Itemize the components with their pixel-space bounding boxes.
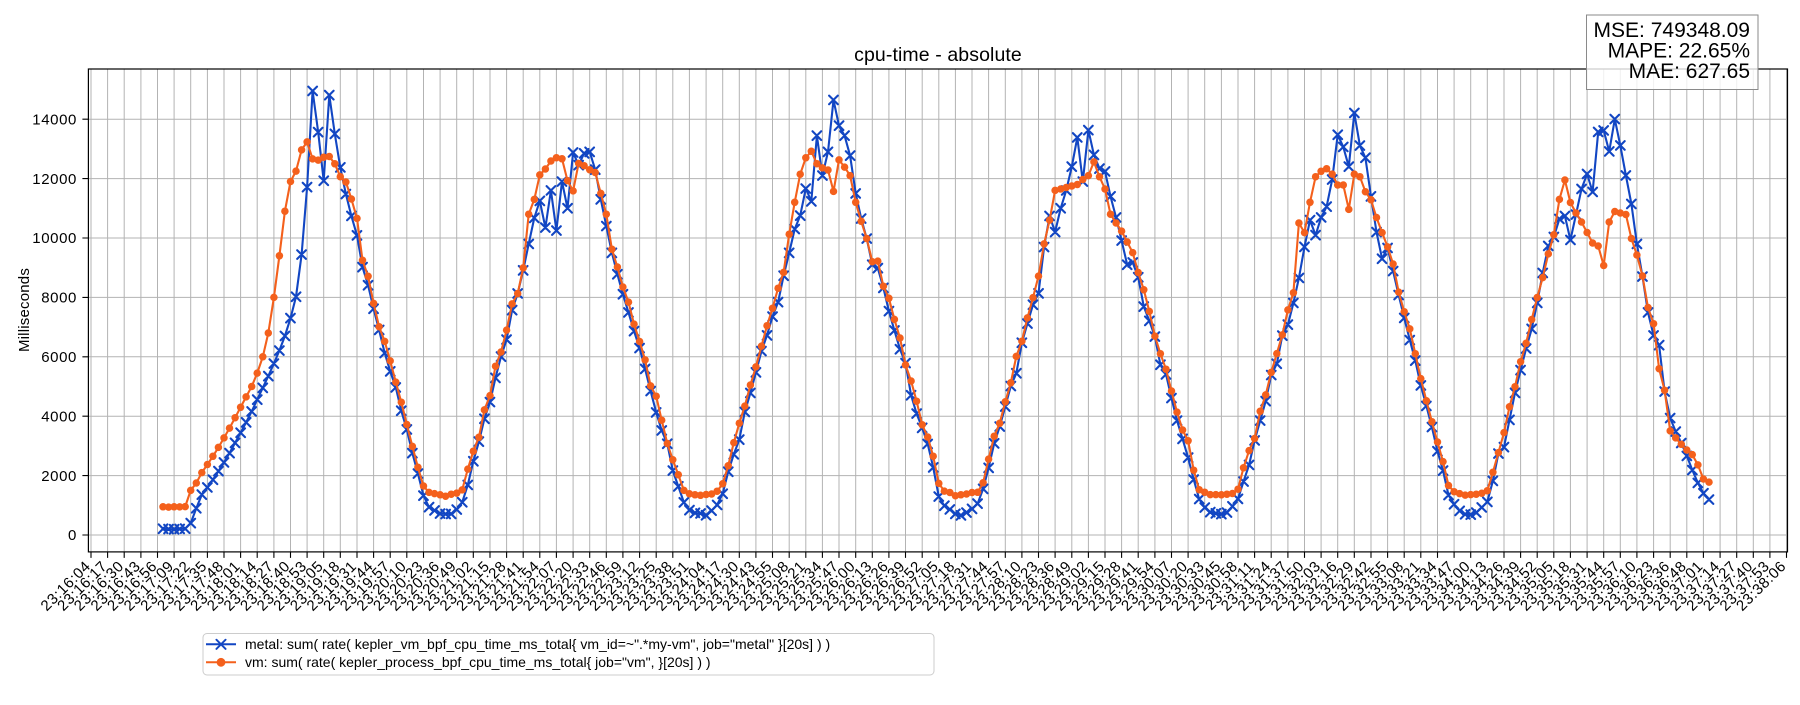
svg-text:metal: sum( rate( kepler_vm_bp: metal: sum( rate( kepler_vm_bpf_cpu_time… [245,636,830,652]
svg-text:vm: sum( rate( kepler_process_: vm: sum( rate( kepler_process_bpf_cpu_ti… [245,654,711,670]
svg-text:cpu-time - absolute: cpu-time - absolute [854,44,1022,66]
svg-text:2000: 2000 [41,468,77,485]
svg-text:Milliseconds: Milliseconds [16,268,33,352]
svg-text:4000: 4000 [41,408,77,425]
svg-text:8000: 8000 [41,290,77,307]
svg-text:14000: 14000 [32,111,77,128]
svg-text:10000: 10000 [32,230,77,247]
svg-text:6000: 6000 [41,349,77,366]
svg-text:MAPE: 22.65%: MAPE: 22.65% [1608,40,1750,63]
svg-text:MSE: 749348.09: MSE: 749348.09 [1594,19,1750,42]
svg-text:0: 0 [68,527,77,544]
svg-text:12000: 12000 [32,171,77,188]
svg-text:MAE: 627.65: MAE: 627.65 [1629,60,1750,83]
